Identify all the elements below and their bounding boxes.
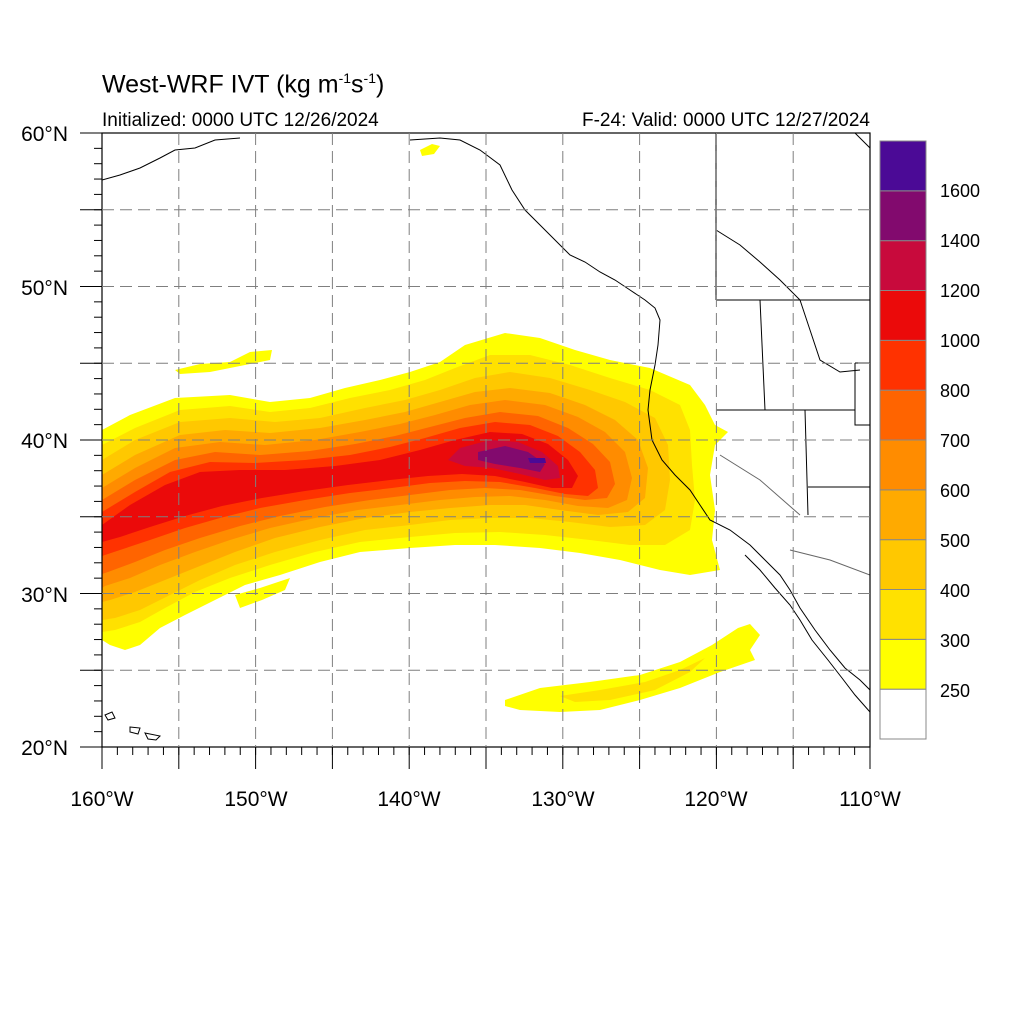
- ivt-patch-south: [235, 578, 290, 608]
- lon-axis-labels: 160°W 150°W 140°W 130°W 120°W 110°W: [70, 788, 901, 811]
- baja-coast: [744, 554, 870, 713]
- title-prefix: West-WRF IVT (kg m: [102, 70, 339, 99]
- colorbar-swatch: [879, 240, 927, 292]
- colorbar-label: 1600: [940, 181, 980, 201]
- lon-label: 150°W: [224, 788, 287, 811]
- colorbar-swatch: [879, 389, 927, 441]
- ivt-southern-plume: [505, 624, 760, 712]
- colorbar-swatch: [879, 190, 927, 242]
- map-title: West-WRF IVT (kg m-1s-1): [102, 70, 384, 99]
- valid-time-subtitle: F-24: Valid: 0000 UTC 12/27/2024: [582, 110, 870, 131]
- colorbar-swatch: [879, 290, 927, 341]
- title-exponent-2: -1: [363, 70, 376, 86]
- colorbar-swatch: [879, 688, 927, 740]
- ivt-patch-alaska: [420, 144, 440, 156]
- lat-label: 30°N: [21, 584, 68, 607]
- colorbar-label: 300: [940, 631, 970, 651]
- title-mid: s: [351, 70, 364, 99]
- colorbar: [879, 140, 927, 740]
- ivt-patch-north: [175, 350, 272, 374]
- colorbar-label: 250: [940, 681, 970, 701]
- title-exponent-1: -1: [338, 70, 352, 86]
- hawaii-coast: [104, 711, 162, 741]
- ivt-shading: [102, 144, 760, 712]
- colorbar-swatch: [879, 489, 927, 541]
- lat-label: 60°N: [21, 123, 68, 146]
- colorbar-swatch: [879, 140, 927, 192]
- colorbar-label: 500: [940, 531, 970, 551]
- colorbar-label: 1000: [940, 331, 980, 351]
- lat-label: 20°N: [21, 737, 68, 760]
- colorbar-label: 400: [940, 581, 970, 601]
- ivt-band-1400: [478, 446, 545, 472]
- axis-ticks: [80, 132, 871, 769]
- graticule: [102, 133, 870, 747]
- colorbar-label: 1200: [940, 281, 980, 301]
- lon-label: 110°W: [839, 788, 901, 811]
- colorbar-swatch: [879, 589, 927, 640]
- colorbar-swatch: [879, 539, 927, 591]
- colorbar-label: 800: [940, 381, 970, 401]
- alaska-coast: [102, 137, 870, 691]
- lon-label: 120°W: [684, 788, 747, 811]
- title-suffix: ): [375, 70, 385, 99]
- colorbar-swatch: [879, 638, 927, 690]
- mexico-border: [719, 454, 870, 576]
- colorbar-label: 1400: [940, 231, 980, 251]
- lat-axis-labels: 60°N 50°N 40°N 30°N 20°N: [21, 123, 68, 760]
- lon-label: 140°W: [377, 788, 440, 811]
- lat-label: 40°N: [21, 430, 68, 453]
- ivt-southern-plume-inner: [560, 658, 705, 702]
- colorbar-label: 700: [940, 431, 970, 451]
- colorbar-label: 600: [940, 481, 970, 501]
- lon-label: 160°W: [70, 788, 133, 811]
- colorbar-labels: 250 300 400 500 600 700 800 1000 1200 14…: [940, 181, 980, 701]
- init-time-subtitle: Initialized: 0000 UTC 12/26/2024: [102, 110, 379, 131]
- ivt-band-1600: [528, 458, 546, 463]
- lat-label: 50°N: [21, 277, 68, 300]
- colorbar-swatch: [879, 439, 927, 491]
- lon-label: 130°W: [531, 788, 594, 811]
- colorbar-swatch: [879, 339, 927, 391]
